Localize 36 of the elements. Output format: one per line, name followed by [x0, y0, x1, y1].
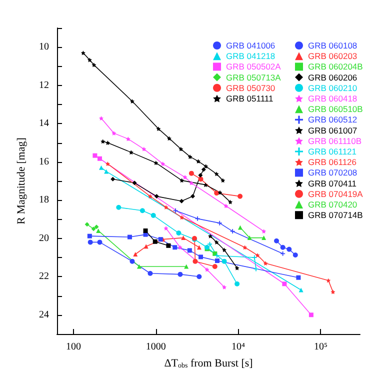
legend-label: GRB 060203	[308, 51, 358, 62]
legend-label: GRB 061126	[308, 157, 357, 168]
legend-label: GRB 060204B	[308, 62, 364, 72]
legend-label: GRB 050730	[226, 82, 276, 93]
legend-label: GRB 070714B	[308, 210, 364, 220]
legend-label: GRB 061110B	[308, 136, 362, 146]
legend-label: GRB 050713A	[226, 72, 282, 82]
y-tick-label: 10	[39, 42, 49, 53]
legend-label: GRB 060206	[308, 72, 358, 82]
legend-label: GRB 070411	[308, 178, 357, 188]
x-tick-label: 100	[66, 342, 82, 352]
legend-label: GRB 060512	[308, 114, 358, 125]
y-tick-label: 16	[39, 156, 49, 168]
legend-label: GRB 050502A	[226, 62, 282, 72]
y-tick-label: 12	[39, 80, 49, 91]
legend-label: GRB 060510B	[308, 104, 364, 114]
y-tick-label: 20	[39, 232, 49, 244]
y-tick-label: 24	[39, 309, 49, 320]
y-axis-title: R Magnitude [mag]	[16, 138, 28, 224]
x-tick-label: 10⁴	[232, 342, 246, 352]
legend-label: GRB 070420	[308, 200, 358, 210]
legend-label: GRB 041218	[226, 51, 276, 62]
y-tick-label: 22	[39, 271, 49, 282]
legend-label: GRB 051111	[226, 94, 274, 104]
y-tick-label: 18	[39, 194, 49, 206]
x-tick-label: 10⁵	[314, 342, 328, 352]
legend-label: GRB 061007	[308, 125, 358, 136]
legend-label: GRB 061121	[308, 146, 357, 156]
legend-label: GRB 070208	[308, 168, 358, 178]
legend-label: GRB 060108	[308, 40, 358, 50]
x-tick-label: 1000	[146, 342, 166, 352]
legend-label: GRB 070419A	[308, 188, 364, 199]
legend-label: GRB 060210	[308, 82, 358, 93]
y-tick-label: 14	[39, 118, 49, 130]
legend-label: GRB 060418	[308, 94, 358, 104]
legend-label: GRB 041006	[226, 40, 276, 50]
